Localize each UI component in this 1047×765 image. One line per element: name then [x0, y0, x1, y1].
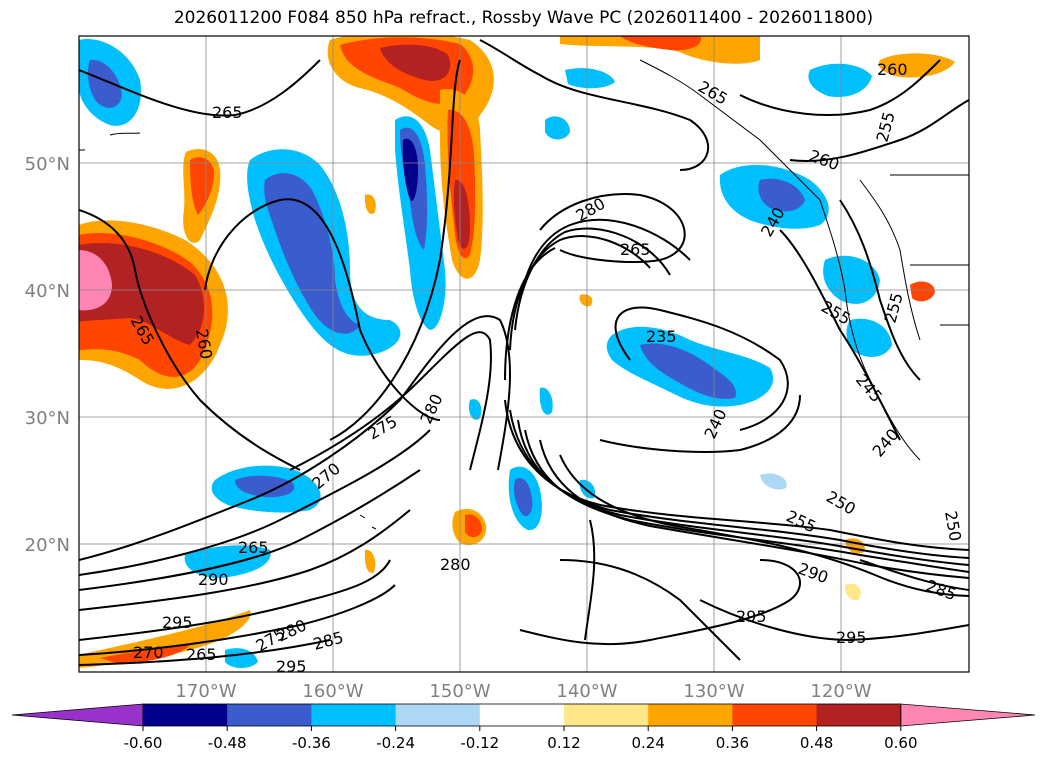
colorbar-extend-low — [11, 703, 144, 727]
colorbar-tick-label: -0.60 — [124, 734, 163, 752]
lat-label-20n: 20°N — [25, 535, 70, 556]
lat-label-50n: 50°N — [25, 154, 70, 175]
contour-label: 295 — [162, 613, 193, 632]
lon-label-120w: 120°W — [810, 681, 871, 702]
colorbar-frame — [142, 703, 902, 727]
contour-label: 265 — [186, 645, 217, 664]
colorbar-tick-label: -0.12 — [460, 734, 499, 752]
colorbar-tick-label: -0.36 — [292, 734, 331, 752]
contour-label: 265 — [620, 240, 651, 259]
colorbar-tick-label: -0.48 — [208, 734, 247, 752]
map-title: 2026011200 F084 850 hPa refract., Rossby… — [173, 8, 874, 28]
contour-label: 260 — [877, 60, 908, 79]
lon-label-150w: 150°W — [429, 681, 490, 702]
contour-label: 295 — [836, 628, 867, 647]
contour-label: 235 — [646, 327, 677, 346]
contour-label: 295 — [736, 607, 767, 626]
contour-label: 290 — [198, 570, 229, 589]
colorbar-segment — [395, 704, 481, 726]
colorbar-tick-label: 0.48 — [800, 734, 833, 752]
lon-label-160w: 160°W — [302, 681, 363, 702]
contour-label: 295 — [276, 657, 307, 676]
colorbar-segment — [227, 704, 312, 726]
colorbar-segment — [816, 704, 902, 726]
colorbar-segment — [479, 704, 565, 726]
contour-lines — [79, 39, 969, 666]
lat-label-40n: 40°N — [25, 281, 70, 302]
lon-label-170w: 170°W — [175, 681, 236, 702]
contour-label: 270 — [133, 643, 164, 662]
lon-label-130w: 130°W — [683, 681, 744, 702]
map-frame — [78, 35, 970, 673]
contour-label: 265 — [212, 103, 243, 122]
latitude-labels: 50°N 40°N 30°N 20°N — [25, 154, 70, 556]
colorbar-segment — [311, 704, 397, 726]
coastlines — [79, 59, 969, 530]
colorbar-tick-label: -0.24 — [376, 734, 415, 752]
lat-label-30n: 30°N — [25, 408, 70, 429]
colorbar-segment — [143, 704, 228, 726]
contour-label: 265 — [238, 538, 269, 557]
colorbar-segment — [732, 704, 818, 726]
colorbar-segment — [648, 704, 733, 726]
colorbar-tick-label: 0.36 — [716, 734, 749, 752]
colorbar-segment — [564, 704, 649, 726]
colorbar-tick-label: 0.60 — [884, 734, 917, 752]
colorbar: -0.60 -0.48 -0.36 -0.24 -0.12 0.12 0.24 0.36 0.4… — [11, 703, 1036, 752]
contour-label: 280 — [440, 555, 471, 574]
refractivity-shading — [79, 36, 955, 668]
colorbar-extend-high — [900, 703, 1036, 727]
lon-label-140w: 140°W — [556, 681, 617, 702]
longitude-labels: 170°W 160°W 150°W 140°W 130°W 120°W — [175, 681, 871, 702]
colorbar-tick-label: 0.12 — [547, 734, 580, 752]
colorbar-tick-label: 0.24 — [631, 734, 664, 752]
